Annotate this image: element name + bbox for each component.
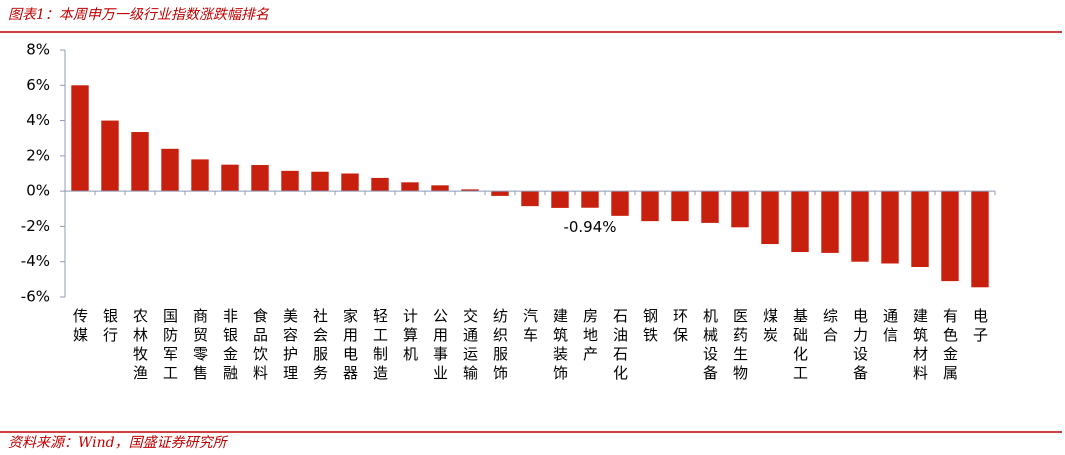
x-tick-label: 计算机 bbox=[401, 308, 419, 365]
x-tick-label: 电力设备 bbox=[851, 308, 869, 384]
y-tick-label: 4% bbox=[26, 111, 50, 129]
x-tick-label: 煤炭 bbox=[761, 308, 779, 346]
data-label: -0.94% bbox=[563, 218, 616, 236]
x-tick-label: 农林牧渔 bbox=[131, 308, 149, 384]
bar bbox=[641, 191, 659, 222]
bar bbox=[401, 182, 419, 192]
x-tick-label: 国防军工 bbox=[161, 308, 179, 384]
y-tick-label: 6% bbox=[26, 76, 50, 94]
bar bbox=[461, 189, 479, 192]
x-tick-label: 汽车 bbox=[521, 308, 539, 346]
x-tick-label: 石油石化 bbox=[611, 308, 629, 384]
y-tick-label: -2% bbox=[21, 217, 50, 235]
x-tick-label: 商贸零售 bbox=[191, 308, 209, 384]
bar bbox=[431, 185, 449, 192]
x-tick-label: 交通运输 bbox=[461, 307, 479, 384]
x-tick-label: 房地产 bbox=[581, 308, 599, 365]
bar bbox=[971, 191, 989, 288]
y-tick-label: -4% bbox=[21, 252, 50, 270]
bar bbox=[611, 191, 629, 216]
bar bbox=[521, 191, 539, 207]
bar bbox=[161, 148, 179, 192]
bar bbox=[911, 191, 929, 268]
x-tick-label: 轻工制造 bbox=[371, 308, 389, 384]
x-tick-label: 传媒 bbox=[71, 308, 89, 346]
chart-title: 图表1：本周申万一级行业指数涨跌幅排名 bbox=[8, 7, 270, 23]
x-tick-label: 综合 bbox=[821, 308, 839, 346]
bar bbox=[341, 173, 359, 192]
x-tick-label: 钢铁 bbox=[641, 308, 659, 346]
bar bbox=[131, 132, 149, 192]
x-tick-label: 非银金融 bbox=[221, 308, 239, 384]
x-tick-label: 基础化工 bbox=[791, 308, 809, 384]
bar bbox=[71, 85, 89, 192]
bar bbox=[191, 159, 209, 192]
x-tick-label: 公用事业 bbox=[431, 308, 449, 384]
x-tick-label: 美容护理 bbox=[281, 308, 299, 384]
bar bbox=[491, 191, 509, 196]
bar bbox=[311, 171, 329, 192]
bar bbox=[221, 164, 239, 192]
bar bbox=[371, 177, 389, 192]
bar bbox=[551, 191, 569, 208]
x-tick-label: 环保 bbox=[671, 308, 689, 346]
x-tick-label: 纺织服饰 bbox=[491, 308, 509, 384]
bar bbox=[101, 120, 119, 192]
x-tick-label: 电子 bbox=[971, 308, 989, 346]
bar bbox=[581, 191, 599, 208]
x-tick-label: 建筑装饰 bbox=[551, 308, 569, 384]
bar bbox=[851, 191, 869, 262]
x-tick-label: 食品饮料 bbox=[251, 308, 269, 384]
y-tick-label: 2% bbox=[26, 146, 50, 164]
bar bbox=[251, 165, 269, 192]
bar bbox=[701, 191, 719, 223]
y-tick-label: 8% bbox=[26, 41, 50, 59]
x-tick-label: 通信 bbox=[881, 308, 899, 346]
bar bbox=[881, 191, 899, 264]
bar bbox=[281, 170, 299, 192]
x-tick-label: 社会服务 bbox=[311, 308, 329, 384]
bar bbox=[791, 191, 809, 253]
x-tick-label: 有色金属 bbox=[941, 308, 959, 384]
x-tick-label: 医药生物 bbox=[731, 308, 749, 384]
x-tick-label: 银行 bbox=[101, 308, 119, 346]
source-note: 资料来源：Wind，国盛证券研究所 bbox=[8, 435, 229, 451]
bar bbox=[671, 191, 689, 222]
x-tick-label: 建筑材料 bbox=[911, 308, 929, 384]
bar bbox=[761, 191, 779, 245]
bar bbox=[941, 191, 959, 282]
x-tick-label: 家用电器 bbox=[341, 308, 359, 384]
y-tick-label: 0% bbox=[26, 182, 50, 200]
x-tick-label: 机械设备 bbox=[701, 308, 719, 384]
bar bbox=[821, 191, 839, 253]
y-tick-label: -6% bbox=[21, 288, 50, 306]
bar bbox=[731, 191, 749, 228]
